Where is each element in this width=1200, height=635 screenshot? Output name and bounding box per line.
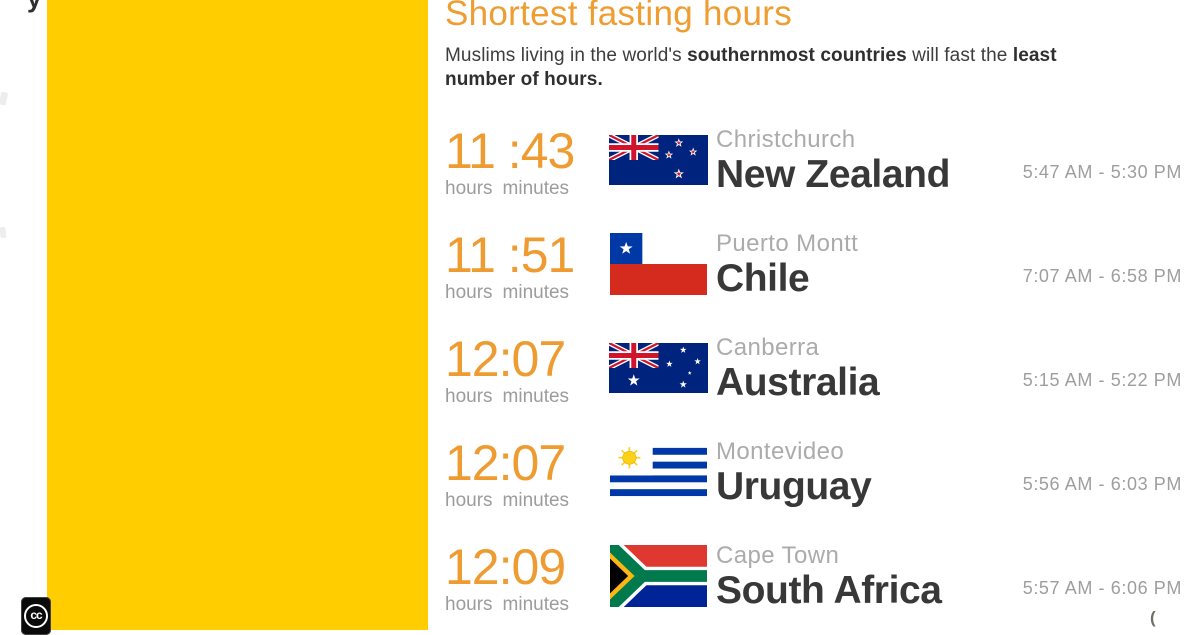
- location-block: Christchurch New Zealand: [716, 126, 950, 196]
- country-label: South Africa: [716, 568, 942, 612]
- fasting-window: 5:15 AM - 5:22 PM: [1022, 369, 1182, 390]
- location-block: Canberra Australia: [716, 334, 880, 404]
- fasting-duration: 12:07: [445, 331, 566, 387]
- country-label: Australia: [716, 360, 880, 404]
- duration-block: 12:09 hours minutes: [445, 542, 597, 616]
- unit-minutes: minutes: [502, 386, 570, 407]
- uruguay-flag: [610, 441, 707, 503]
- fasting-duration: 11 :51: [445, 227, 575, 283]
- duration-block: 12:07 hours minutes: [445, 334, 597, 408]
- location-block: Montevideo Uruguay: [716, 438, 872, 508]
- city-label: Cape Town: [716, 542, 840, 570]
- city-label: Montevideo: [716, 438, 845, 466]
- south-africa-flag: [610, 545, 707, 607]
- list-item: 12:09 hours minutes Cape Town South Afri…: [445, 524, 1182, 628]
- fasting-duration: 11 :43: [445, 123, 575, 179]
- duration-units: hours minutes: [445, 178, 597, 200]
- unit-hours: hours: [445, 178, 493, 199]
- fasting-window: 5:56 AM - 6:03 PM: [1022, 473, 1182, 494]
- left-margin-artifact: [0, 226, 7, 239]
- page-title: Shortest fasting hours: [445, 0, 793, 33]
- list-item: 11 :51 hours minutes Puerto Montt Chile …: [445, 212, 1182, 316]
- fasting-list: 11 :43 hours minutes Christchurch New Ze…: [445, 108, 1182, 628]
- bottom-right-text-fragment: (: [1150, 608, 1156, 627]
- duration-units: hours minutes: [445, 594, 597, 616]
- fasting-duration: 12:09: [445, 539, 566, 595]
- unit-minutes: minutes: [502, 178, 570, 199]
- flag-slot: [609, 233, 708, 295]
- duration-block: 11 :51 hours minutes: [445, 230, 597, 304]
- duration-units: hours minutes: [445, 490, 597, 512]
- cc-badge[interactable]: cc: [21, 597, 51, 635]
- country-label: Uruguay: [716, 464, 872, 508]
- unit-minutes: minutes: [502, 594, 570, 615]
- location-block: Cape Town South Africa: [716, 542, 942, 612]
- flag-slot: [609, 135, 708, 185]
- unit-hours: hours: [445, 386, 493, 407]
- flag-slot: [609, 545, 708, 607]
- chile-flag: [610, 233, 707, 295]
- flag-slot: [609, 343, 708, 393]
- flag-slot: [609, 441, 708, 503]
- unit-hours: hours: [445, 594, 493, 615]
- city-label: Puerto Montt: [716, 230, 859, 258]
- content-column: Shortest fasting hours Muslims living in…: [445, 0, 1182, 111]
- unit-minutes: minutes: [502, 282, 570, 303]
- fasting-window: 5:47 AM - 5:30 PM: [1022, 161, 1182, 182]
- australia-flag: [609, 343, 708, 393]
- location-block: Puerto Montt Chile: [716, 230, 858, 300]
- list-item: 11 :43 hours minutes Christchurch New Ze…: [445, 108, 1182, 212]
- duration-block: 12:07 hours minutes: [445, 438, 597, 512]
- list-item: 12:07 hours minutes Canberra Australia 5…: [445, 316, 1182, 420]
- subtitle-segment: southernmost countries: [687, 45, 907, 66]
- unit-minutes: minutes: [502, 490, 570, 511]
- list-item: 12:07 hours minutes Montevideo Uruguay 5…: [445, 420, 1182, 524]
- new-zealand-flag: [609, 135, 708, 185]
- duration-units: hours minutes: [445, 282, 597, 304]
- subtitle: Muslims living in the world's southernmo…: [445, 44, 1070, 92]
- subtitle-segment: will fast the: [906, 45, 1013, 66]
- yellow-panel: [47, 0, 428, 630]
- fasting-duration: 12:07: [445, 435, 566, 491]
- unit-hours: hours: [445, 282, 493, 303]
- fasting-window: 5:57 AM - 6:06 PM: [1022, 577, 1182, 598]
- creative-commons-icon: cc: [24, 604, 48, 628]
- city-label: Canberra: [716, 334, 820, 362]
- top-left-text-fragment: y: [27, 0, 41, 14]
- subtitle-segment: Muslims living in the world's: [445, 45, 688, 66]
- unit-hours: hours: [445, 490, 493, 511]
- country-label: New Zealand: [716, 152, 950, 196]
- fasting-window: 7:07 AM - 6:58 PM: [1022, 265, 1182, 286]
- city-label: Christchurch: [716, 126, 856, 154]
- left-margin-artifact: [0, 91, 9, 106]
- subtitle-segment: least number of hours.: [445, 45, 1057, 90]
- country-label: Chile: [716, 256, 810, 300]
- duration-units: hours minutes: [445, 386, 597, 408]
- duration-block: 11 :43 hours minutes: [445, 126, 597, 200]
